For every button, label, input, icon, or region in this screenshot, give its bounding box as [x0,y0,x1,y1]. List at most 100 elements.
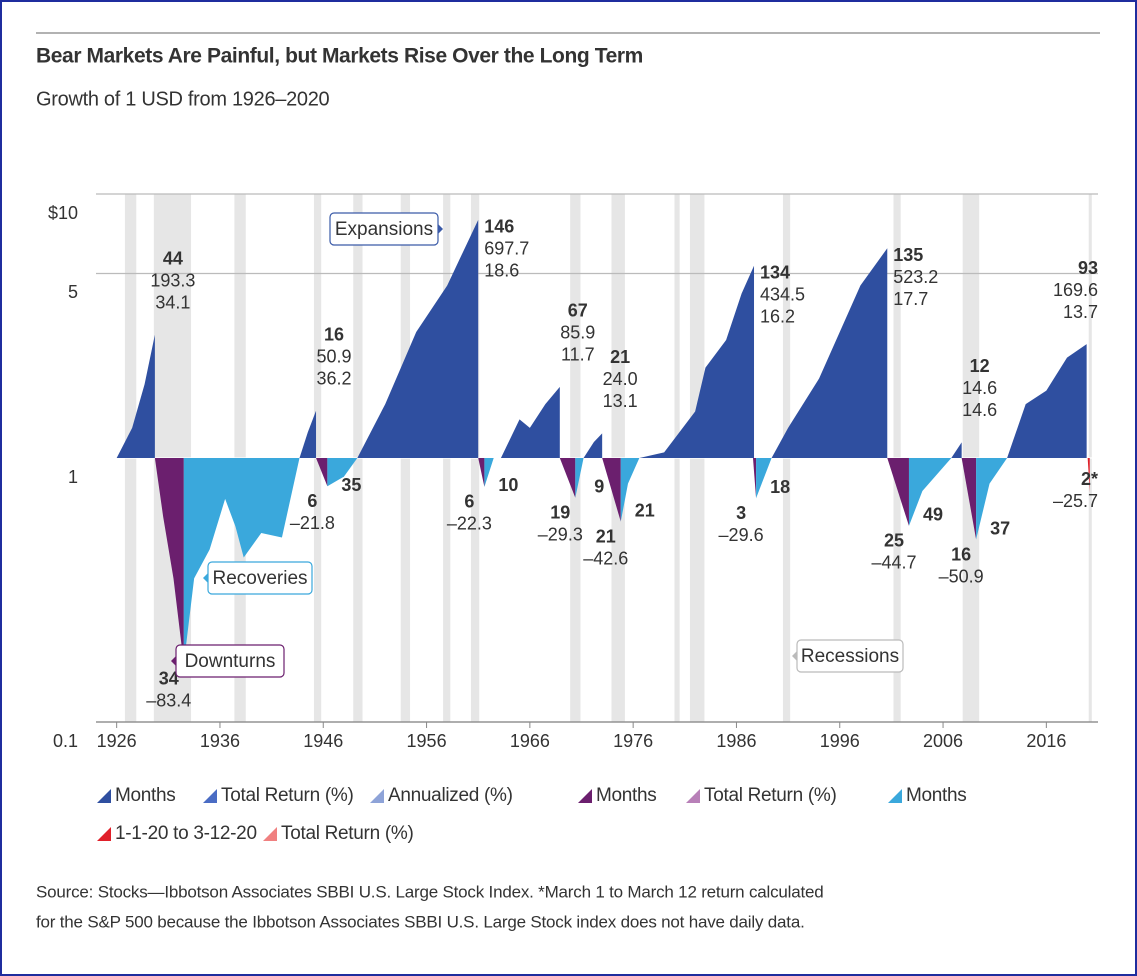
stat-label: 6 [464,492,474,512]
labels: 44193.334.11650.936.2146697.718.66785.91… [146,212,1098,711]
stat-label: 14.6 [962,378,997,398]
stat-label: 34.1 [155,292,190,312]
stat-label: 21 [596,526,616,546]
area-piece [575,458,584,498]
x-tick-label: 1956 [407,731,447,751]
stat-label: 13.1 [603,391,638,411]
legend-label: Total Return (%) [281,823,413,844]
stat-label: 12 [970,356,990,376]
area-piece [1007,344,1087,458]
stat-label: 16 [951,544,971,564]
x-tick-label: 1936 [200,731,240,751]
stat-label: 135 [893,245,923,265]
areas [116,219,1090,664]
stat-label: 6 [307,491,317,511]
stat-label: 3 [736,503,746,523]
stat-label: –29.6 [719,525,764,545]
chart-subtitle: Growth of 1 USD from 1926–2020 [36,88,330,110]
area-piece [620,458,640,522]
area-piece [299,410,317,458]
x-tick-label: 1986 [716,731,756,751]
callout-arrow [171,656,176,666]
stat-label: –83.4 [146,691,191,711]
area-piece [976,458,1008,540]
callout-arrow [203,573,208,583]
callout: Recoveries [203,561,313,595]
stat-label: –50.9 [939,566,984,586]
y-tick-label: 0.1 [53,731,78,751]
stat-label: 16 [324,325,344,345]
stat-label: 14.6 [962,400,997,420]
area-piece [771,248,888,458]
stat-label: –25.7 [1053,491,1098,511]
area-piece [316,458,328,487]
x-tick-label: 2006 [923,731,963,751]
stat-label: 44 [163,248,183,268]
area-piece [500,386,560,458]
area-piece [183,458,300,664]
stat-label: 24.0 [603,369,638,389]
area-piece [583,433,603,458]
area-piece [116,334,155,458]
y-tick-label: 5 [68,282,78,302]
stat-label: 25 [884,531,904,551]
legend-marker [203,789,217,803]
stat-label: –29.3 [538,525,583,545]
stat-label: 10 [498,475,518,495]
x-tick-label: 1966 [510,731,550,751]
x-tick-label: 1996 [820,731,860,751]
stat-label: 93 [1078,258,1098,278]
area-piece [756,458,772,499]
area-piece [478,458,485,487]
stat-label: 49 [923,505,943,525]
stat-label: 169.6 [1053,280,1098,300]
callout: Recessions [792,639,904,673]
callout: Downturns [171,644,285,678]
area-piece [357,219,479,458]
area-piece [559,458,576,498]
stat-label: 146 [484,217,514,237]
y-tick-label: $10 [48,203,78,223]
stat-label: 193.3 [150,270,195,290]
stat-label: –42.6 [583,548,628,568]
callout-label: Downturns [185,651,276,672]
stat-label: 35 [341,475,361,495]
stat-label: 697.7 [484,239,529,259]
area-piece [908,458,952,526]
area-piece [327,458,358,487]
legend-marker [97,789,111,803]
legend-label: Total Return (%) [221,785,353,806]
area-piece [752,458,757,499]
stat-label: 17.7 [893,289,928,309]
x-tick-label: 1946 [303,731,343,751]
stat-label: 16.2 [760,306,795,326]
area-piece [602,458,621,522]
source-line: Source: Stocks—Ibbotson Associates SBBI … [36,882,824,901]
stat-label: 21 [610,347,630,367]
area-piece [951,442,962,458]
legend-label: Months [596,785,657,806]
callout-label: Recessions [801,646,899,667]
stat-label: 21 [635,500,655,520]
stat-label: 85.9 [560,323,595,343]
callout: Expansions [329,212,443,246]
source-line: for the S&P 500 because the Ibbotson Ass… [36,912,805,931]
stat-label: 50.9 [317,347,352,367]
chart-title: Bear Markets Are Painful, but Markets Ri… [36,45,643,68]
x-tick-label: 1926 [97,731,137,751]
callout-arrow [792,651,797,661]
stat-label: 134 [760,262,790,282]
stat-label: 11.7 [561,345,595,365]
area-piece [639,265,755,458]
legend-marker [578,789,592,803]
callout-label: Expansions [335,219,433,240]
stat-label: 37 [990,518,1010,538]
stat-label: 13.7 [1063,302,1098,322]
stat-label: 18.6 [484,261,519,281]
legend-label: Months [906,785,967,806]
stat-label: 36.2 [317,369,352,389]
stat-label: –22.3 [447,514,492,534]
